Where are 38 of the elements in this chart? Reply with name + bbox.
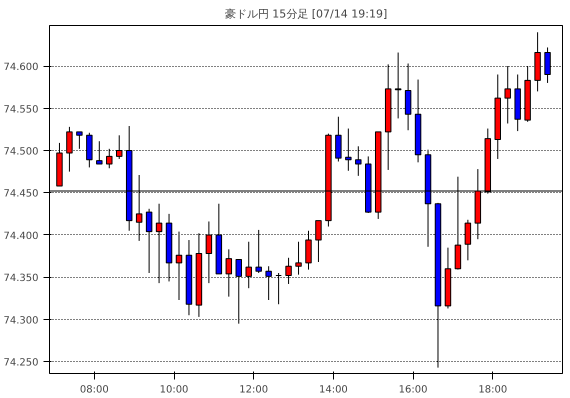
candlestick bbox=[255, 229, 262, 274]
candlestick bbox=[345, 128, 352, 172]
candlestick bbox=[355, 146, 362, 176]
candlestick bbox=[245, 241, 252, 289]
y-tick-label: 74.350 bbox=[4, 273, 39, 284]
x-tick-label: 10:00 bbox=[160, 384, 188, 396]
y-tick-label: 74.250 bbox=[4, 358, 39, 369]
x-tick-label: 08:00 bbox=[80, 384, 109, 396]
candlestick bbox=[206, 220, 212, 284]
candlestick bbox=[116, 134, 122, 160]
candlestick bbox=[96, 140, 103, 165]
candlestick bbox=[226, 248, 232, 298]
y-tick-label: 74.500 bbox=[4, 146, 39, 158]
candlestick bbox=[295, 241, 302, 276]
candlestick bbox=[305, 230, 312, 270]
candlestick bbox=[176, 231, 182, 301]
candlestick bbox=[76, 131, 83, 150]
candlestick bbox=[66, 126, 73, 172]
chart-title: 豪ドル円 15分足 [07/14 19:19] bbox=[224, 8, 388, 20]
candlestick bbox=[285, 257, 292, 284]
x-tick-label: 18:00 bbox=[478, 384, 508, 396]
x-tick-label: 12:00 bbox=[239, 384, 268, 396]
candlestick bbox=[315, 220, 322, 263]
y-tick-label: 74.300 bbox=[4, 315, 39, 326]
candlestick bbox=[265, 266, 272, 301]
candlestick bbox=[335, 116, 342, 162]
candlestick bbox=[275, 272, 282, 305]
candlestick bbox=[156, 203, 162, 284]
x-tick-label: 14:00 bbox=[318, 384, 348, 396]
candlestick bbox=[146, 208, 152, 274]
candlestick bbox=[106, 148, 113, 169]
y-tick-label: 74.550 bbox=[4, 104, 39, 116]
candlestick bbox=[464, 219, 472, 261]
x-tick-label: 16:00 bbox=[398, 384, 428, 396]
y-tick-label: 74.450 bbox=[4, 188, 39, 200]
candlestick bbox=[236, 258, 242, 324]
y-tick-label: 74.600 bbox=[4, 62, 39, 74]
y-tick-label: 74.400 bbox=[4, 230, 39, 242]
